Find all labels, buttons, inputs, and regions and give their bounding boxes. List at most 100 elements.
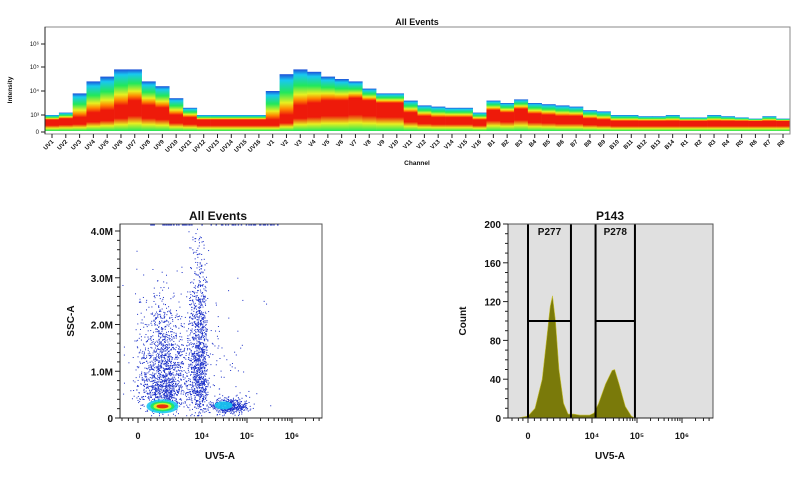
scatter-point xyxy=(230,408,232,410)
scatter-point xyxy=(181,224,184,226)
scatter-point xyxy=(228,409,230,411)
scatter-point xyxy=(144,349,146,351)
scatter-point xyxy=(165,368,167,370)
scatter-point xyxy=(202,363,204,365)
scatter-point xyxy=(230,402,232,404)
scatter-point xyxy=(193,367,195,369)
scatter-point xyxy=(152,372,154,374)
scatter-point xyxy=(151,385,153,387)
scatter-point xyxy=(194,326,196,328)
scatter-point xyxy=(153,364,155,366)
scatter-point xyxy=(166,389,168,391)
scatter-point xyxy=(234,224,237,226)
scatter-point xyxy=(177,352,179,354)
scatter-point xyxy=(201,318,203,320)
scatter-point xyxy=(188,396,190,398)
scatter-point xyxy=(169,360,171,362)
scatter-point xyxy=(194,379,196,381)
scatter-point xyxy=(174,343,176,345)
scatter-point xyxy=(182,393,184,395)
scatter-point xyxy=(178,353,180,355)
scatter-points xyxy=(122,224,279,417)
scatter-point xyxy=(202,378,204,380)
scatter-point xyxy=(191,391,193,393)
scatter-point xyxy=(197,359,199,361)
scatter-point xyxy=(134,340,136,342)
scatter-point xyxy=(241,406,243,408)
scatter-point xyxy=(159,316,161,318)
scatter-point xyxy=(143,381,145,383)
scatter-point xyxy=(197,369,199,371)
scatter-point xyxy=(197,322,199,324)
scatter-point xyxy=(202,319,204,321)
scatter-point xyxy=(177,383,179,385)
scatter-point xyxy=(158,343,160,345)
x-tick-label: B7 xyxy=(570,139,580,149)
scatter-point xyxy=(165,395,167,397)
scatter-point xyxy=(175,315,177,317)
scatter-point xyxy=(192,354,194,356)
scatter-point xyxy=(150,322,152,324)
histogram-gates[interactable]: P277 P278 xyxy=(527,224,636,418)
x-tick-label: V10 xyxy=(388,139,400,151)
scatter-point xyxy=(199,262,201,264)
scatter-point xyxy=(196,369,198,371)
scatter-point xyxy=(196,382,198,384)
x-tick-label: B5 xyxy=(542,139,552,149)
scatter-point xyxy=(202,391,204,393)
scatter-point xyxy=(194,272,196,274)
scatter-point xyxy=(155,385,157,387)
scatter-point xyxy=(204,289,206,291)
scatter-point xyxy=(136,250,138,252)
scatter-point xyxy=(202,351,204,353)
scatter-point xyxy=(144,358,146,360)
gate-label: P278 xyxy=(604,227,628,238)
gate-P277[interactable]: P277 xyxy=(527,224,572,418)
scatter-point xyxy=(241,344,243,346)
scatter-point xyxy=(163,368,165,370)
scatter-point xyxy=(232,413,234,415)
scatter-point xyxy=(195,386,197,388)
scatter-point xyxy=(178,375,180,377)
scatter-point xyxy=(171,385,173,387)
scatter-point xyxy=(179,398,181,400)
scatter-point xyxy=(158,306,160,308)
scatter-point xyxy=(196,354,198,356)
scatter-point xyxy=(201,351,203,353)
scatter-point xyxy=(206,262,208,264)
scatter-point xyxy=(199,351,201,353)
scatter-point xyxy=(205,396,207,398)
scatter-point xyxy=(161,327,163,329)
scatter-point xyxy=(198,324,200,326)
scatter-point xyxy=(231,224,234,226)
scatter-point xyxy=(151,415,153,417)
scatter-point xyxy=(219,393,221,395)
scatter-point xyxy=(232,403,234,405)
scatter-point xyxy=(157,389,159,391)
scatter-point xyxy=(163,380,165,382)
scatter-point xyxy=(164,371,166,373)
scatter-point xyxy=(180,378,182,380)
gate-P278[interactable]: P278 xyxy=(594,224,636,418)
scatter-point xyxy=(241,406,243,408)
scatter-point xyxy=(204,355,206,357)
scatter-point xyxy=(204,408,206,410)
scatter-point xyxy=(201,393,203,395)
scatter-point xyxy=(162,393,164,395)
scatter-point xyxy=(163,370,165,372)
scatter-point xyxy=(206,404,208,406)
scatter-point xyxy=(154,347,156,349)
scatter-point xyxy=(177,366,179,368)
scatter-point xyxy=(225,411,227,413)
scatter-point xyxy=(160,366,162,368)
spectrum-column-V6 xyxy=(334,79,349,131)
scatter-point xyxy=(154,318,156,320)
scatter-point xyxy=(157,393,159,395)
scatter-point xyxy=(195,345,197,347)
scatter-point xyxy=(230,411,232,413)
scatter-point xyxy=(164,346,166,348)
scatter-point xyxy=(195,298,197,300)
scatter-point xyxy=(196,342,198,344)
scatter-point xyxy=(205,394,207,396)
scatter-point xyxy=(202,387,204,389)
